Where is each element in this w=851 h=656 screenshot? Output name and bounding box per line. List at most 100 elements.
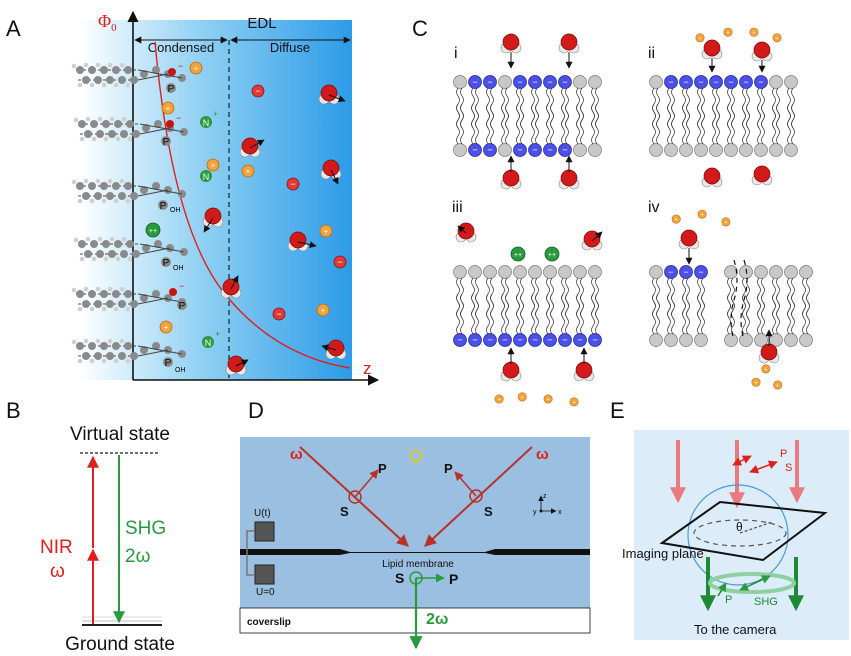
- neutral-lipid: [664, 293, 678, 347]
- omega-right: ω: [536, 446, 549, 463]
- cation: [751, 377, 761, 387]
- two-omega-label: 2ω: [426, 611, 448, 628]
- neutral-lipid: [754, 293, 768, 347]
- neutral-lipid: [724, 265, 738, 319]
- p-label-left: P: [378, 461, 387, 476]
- u0-label: U=0: [256, 587, 275, 598]
- charged-lipid: [588, 293, 602, 347]
- neutral-lipid: [649, 75, 663, 129]
- s-label-right: S: [484, 504, 493, 519]
- charged-lipid: [558, 293, 572, 347]
- imaging-plane-label: Imaging plane: [622, 546, 704, 561]
- charged-lipid: [558, 75, 572, 129]
- shg-label: SHG: [125, 518, 166, 539]
- p-label-shg: P: [449, 571, 458, 587]
- svg-text:N: N: [203, 172, 210, 182]
- divalent-cation: [145, 222, 161, 238]
- svg-text:P: P: [163, 258, 170, 269]
- divalent-cation: [510, 246, 526, 262]
- phi-label: Φ0: [98, 11, 117, 34]
- potential-curve: [154, 41, 351, 369]
- neutral-lipid: [769, 293, 783, 347]
- bulb-icon: [407, 445, 425, 463]
- s-label-e: S: [785, 462, 792, 474]
- charged-lipid: [453, 293, 467, 347]
- water-molecule: [573, 361, 595, 382]
- svg-text:+: +: [213, 109, 218, 119]
- charged-lipid: [528, 75, 542, 129]
- cation: [773, 380, 783, 390]
- charged-lipid: [528, 293, 542, 347]
- svg-text:N: N: [203, 118, 210, 128]
- svg-text:P: P: [179, 301, 186, 312]
- cation: [721, 217, 731, 227]
- neutral-lipid: [769, 103, 783, 157]
- p-pol-shg-e: [717, 582, 727, 597]
- water-molecule: [751, 165, 773, 186]
- cation: [772, 33, 782, 43]
- charged-lipid: [468, 293, 482, 347]
- charged-lipid: [694, 265, 708, 319]
- cation: [697, 209, 707, 219]
- panel-c-letter: C: [412, 16, 428, 41]
- bilayers: [453, 75, 813, 347]
- cation: [543, 394, 553, 404]
- charged-lipid: [664, 75, 678, 129]
- panel-d: D coverslip Lipid membrane U(t) U=0 ω ω …: [239, 398, 591, 650]
- charged-lipid: [664, 265, 678, 319]
- neutral-lipid: [784, 103, 798, 157]
- incident-beam-right: [424, 446, 533, 547]
- svg-text:OH: OH: [175, 367, 186, 374]
- water-molecule: [558, 169, 580, 190]
- neutral-lipid: [588, 75, 602, 129]
- neutral-lipid: [784, 265, 798, 319]
- membrane-label: Lipid membrane: [382, 559, 454, 570]
- charged-lipid: [483, 103, 497, 157]
- shg-omega-label: 2ω: [125, 546, 151, 567]
- charged-lipid: [573, 293, 587, 347]
- cation: [189, 61, 203, 75]
- headgroup: P OH: [163, 357, 186, 374]
- cation: [569, 397, 579, 407]
- charged-lipid: [498, 293, 512, 347]
- neutral-lipid: [679, 103, 693, 157]
- membrane: [240, 549, 590, 555]
- svg-text:P: P: [160, 201, 167, 212]
- neutral-lipid: [498, 103, 512, 157]
- charged-lipid: [468, 75, 482, 129]
- charged-lipid: [543, 293, 557, 347]
- neutral-lipid: [558, 265, 572, 319]
- water-molecule: [751, 41, 773, 62]
- neutral-lipid: [694, 293, 708, 347]
- shg-label-e: SHG: [754, 596, 778, 608]
- charged-lipid: [709, 75, 723, 129]
- neutral-lipid: [543, 265, 557, 319]
- equator: [693, 519, 787, 547]
- panel-e-letter: E: [610, 398, 625, 423]
- electrode-wire: [246, 530, 255, 576]
- ground-state-label: Ground state: [65, 634, 175, 655]
- anion: [333, 255, 347, 269]
- water-molecule: [500, 361, 522, 382]
- neutral-lipid: [769, 265, 783, 319]
- water-molecule: [500, 33, 522, 54]
- edl-label: EDL: [247, 15, 276, 32]
- ut-label: U(t): [254, 508, 271, 519]
- neutral-lipid: [799, 265, 813, 319]
- dipole-arrows-c: [457, 52, 773, 364]
- p-label-e: P: [780, 448, 787, 460]
- neutral-lipid: [679, 293, 693, 347]
- cation: [695, 33, 705, 43]
- panel-b-letter: B: [6, 398, 21, 423]
- neutral-lipid: [588, 265, 602, 319]
- neutral-lipid: [528, 265, 542, 319]
- cation: [206, 158, 220, 172]
- shg-pol-e: [739, 575, 771, 591]
- charged-lipid: [543, 75, 557, 129]
- svg-text:P: P: [165, 358, 172, 369]
- charged-lipid: [513, 103, 527, 157]
- water-molecule: [500, 169, 522, 190]
- sub-label-ii: ii: [648, 45, 655, 62]
- cation: [494, 394, 504, 404]
